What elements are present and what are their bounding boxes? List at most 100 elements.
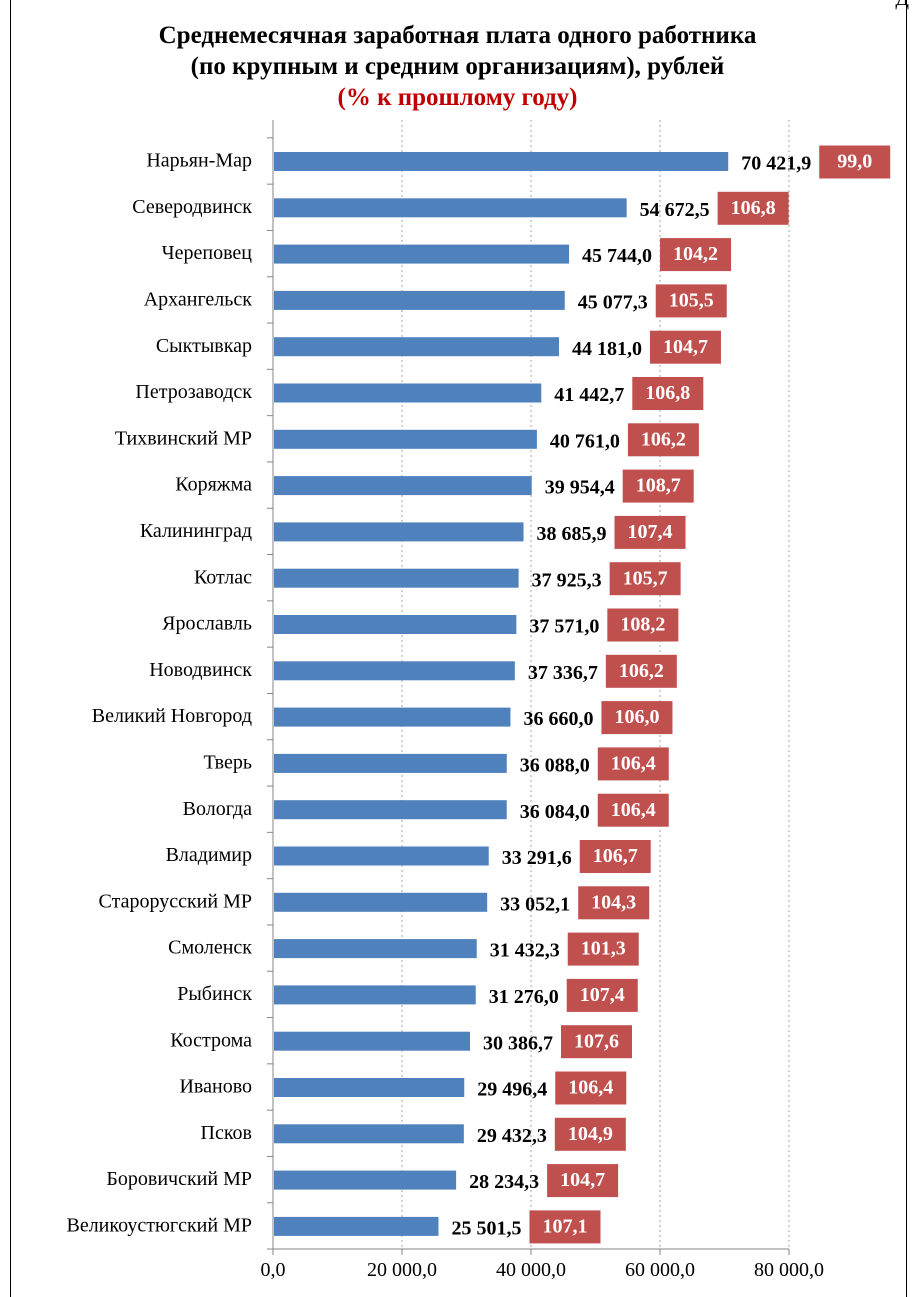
bar	[274, 522, 524, 542]
value-label: 37 336,7	[528, 662, 598, 684]
percent-label: 104,7	[663, 336, 708, 358]
percent-label: 104,2	[673, 243, 718, 265]
percent-badge	[660, 238, 732, 272]
value-label: 36 660,0	[523, 708, 593, 730]
category-label: Иваново	[179, 1076, 252, 1098]
category-label: Архангельск	[144, 288, 253, 310]
percent-badge	[579, 840, 651, 873]
category-label: Северодвинск	[132, 196, 252, 218]
percent-label: 105,5	[669, 289, 714, 311]
value-label: 31 276,0	[489, 986, 559, 1008]
bar	[274, 429, 537, 449]
value-label: 37 925,3	[532, 569, 602, 591]
percent-badge	[614, 515, 686, 549]
category-label: Тихвинский МР	[115, 427, 252, 449]
value-label: 70 421,9	[741, 153, 811, 175]
value-label: 38 685,9	[537, 523, 607, 545]
category-label: Череповец	[162, 242, 253, 264]
category-label: Коряжма	[175, 474, 252, 496]
category-label: Нарьян-Мар	[146, 150, 252, 172]
chart-frame	[10, 0, 907, 1297]
value-label: 31 432,3	[490, 940, 560, 962]
bar	[274, 985, 476, 1005]
percent-label: 106,4	[611, 752, 656, 774]
category-label: Смоленск	[168, 937, 252, 959]
chart-title: Среднемесячная заработная плата одного р…	[158, 22, 757, 49]
percent-badge	[717, 191, 789, 225]
percent-label: 107,6	[574, 1030, 619, 1052]
percent-label: 106,8	[731, 197, 776, 219]
percent-badge	[567, 932, 639, 966]
value-label: 33 052,1	[500, 893, 570, 915]
percent-badge	[597, 747, 669, 781]
percent-label: 106,8	[645, 382, 690, 404]
bar	[274, 846, 489, 866]
category-label: Псков	[201, 1122, 252, 1144]
percent-badge	[578, 886, 650, 920]
percent-label: 106,2	[641, 428, 686, 450]
category-label: Котлас	[194, 566, 252, 588]
percent-badge	[554, 1117, 626, 1151]
value-label: 36 088,0	[520, 754, 590, 776]
bar	[274, 939, 477, 959]
category-label: Боровичский МР	[106, 1168, 252, 1190]
category-label: Владимир	[166, 844, 252, 866]
x-tick-label: 40 000,0	[496, 1259, 566, 1281]
percent-label: 104,9	[568, 1123, 613, 1145]
corner-mark: Д	[895, 0, 909, 11]
bar	[274, 290, 565, 310]
value-label: 28 234,3	[469, 1171, 539, 1193]
percent-badge	[529, 1210, 601, 1244]
percent-badge	[607, 608, 679, 642]
value-label: 40 761,0	[550, 430, 620, 452]
value-label: 44 181,0	[572, 338, 642, 360]
percent-label: 107,4	[628, 521, 673, 543]
percent-badge	[655, 284, 727, 318]
bar	[274, 1216, 439, 1236]
bar	[274, 1124, 464, 1144]
percent-label: 107,1	[542, 1215, 587, 1237]
bar	[274, 337, 559, 357]
bar	[274, 661, 515, 681]
value-label: 41 442,7	[554, 384, 624, 406]
percent-label: 106,4	[568, 1077, 613, 1099]
bar	[274, 615, 517, 634]
bar	[274, 568, 519, 588]
value-label: 33 291,6	[502, 847, 572, 869]
percent-badge	[819, 145, 891, 179]
x-tick-label: 80 000,0	[754, 1259, 824, 1281]
value-label: 29 432,3	[477, 1125, 547, 1147]
bar	[274, 244, 570, 264]
bar	[274, 1170, 457, 1190]
percent-badge	[566, 978, 638, 1012]
x-tick-label: 60 000,0	[625, 1259, 695, 1281]
category-label: Петрозаводск	[135, 381, 252, 403]
value-label: 37 571,0	[529, 616, 599, 638]
chart-title-block: Среднемесячная заработная плата одного р…	[0, 20, 915, 113]
bar	[274, 753, 507, 773]
percent-label: 105,7	[623, 567, 668, 589]
category-label: Сыктывкар	[156, 335, 252, 357]
percent-badge	[555, 1071, 627, 1105]
value-label: 30 386,7	[483, 1032, 553, 1054]
value-label: 29 496,4	[477, 1079, 547, 1101]
chart-title-line2: (по крупным и средним организациям), руб…	[190, 53, 725, 80]
percent-badge	[649, 330, 721, 364]
x-tick-label: 20 000,0	[367, 1259, 437, 1281]
value-label: 45 077,3	[578, 291, 648, 313]
percent-badge	[627, 423, 699, 457]
category-label: Тверь	[203, 751, 252, 773]
category-label: Рыбинск	[177, 983, 252, 1005]
category-label: Калининград	[140, 520, 252, 542]
bar	[274, 198, 627, 218]
percent-label: 106,4	[611, 799, 656, 821]
category-label: Кострома	[170, 1029, 252, 1051]
bar	[274, 892, 488, 912]
bar	[274, 1031, 470, 1051]
percent-label: 104,7	[560, 1169, 605, 1191]
percent-label: 108,2	[620, 614, 665, 636]
percent-badge	[632, 377, 704, 410]
value-label: 25 501,5	[451, 1217, 521, 1239]
bar	[274, 476, 532, 496]
